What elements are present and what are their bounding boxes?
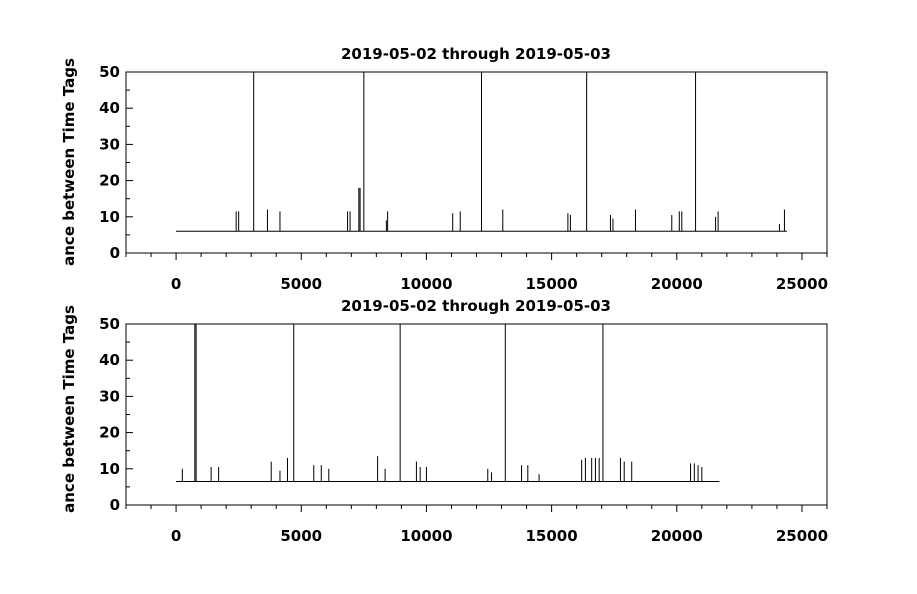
chart-title: 2019-05-02 through 2019-05-03	[341, 45, 611, 63]
x-tick-label: 0	[171, 527, 181, 545]
x-tick-label: 10000	[400, 275, 452, 293]
y-tick-label: 20	[99, 424, 120, 442]
x-tick-label: 25000	[776, 527, 828, 545]
x-tick-label: 15000	[526, 275, 578, 293]
x-tick-label: 5000	[280, 275, 322, 293]
plot-marks: 0 10 20 30 40 50 0 5000 10000 15000 20000 25000	[99, 315, 828, 545]
y-tick-label: 10	[99, 208, 120, 226]
y-tick-label: 0	[110, 496, 120, 514]
y-tick-label: 40	[99, 99, 120, 117]
chart-title: 2019-05-02 through 2019-05-03	[341, 297, 611, 315]
y-tick-label: 50	[99, 63, 120, 81]
chart-panel-bottom: 2019-05-02 through 2019-05-03 ance betwe…	[60, 297, 828, 545]
y-tick-label: 50	[99, 315, 120, 333]
x-tick-label: 25000	[776, 275, 828, 293]
chart-panel-top: 2019-05-02 through 2019-05-03 ance betwe…	[60, 45, 828, 293]
x-tick-label: 10000	[400, 527, 452, 545]
y-tick-label: 30	[99, 135, 120, 153]
y-tick-label: 30	[99, 387, 120, 405]
y-tick-label: 0	[110, 244, 120, 262]
y-tick-label: 10	[99, 460, 120, 478]
y-axis-label: ance between Time Tags	[60, 58, 78, 266]
y-tick-label: 40	[99, 351, 120, 369]
x-tick-label: 5000	[280, 527, 322, 545]
x-tick-label: 15000	[526, 527, 578, 545]
y-tick-label: 20	[99, 172, 120, 190]
x-tick-label: 20000	[651, 275, 703, 293]
plot-marks: 0 10 20 30 40 50 0 5000 10000 15000 20000 25000	[99, 63, 828, 293]
x-tick-label: 0	[171, 275, 181, 293]
plot-frame	[125, 71, 828, 254]
x-tick-label: 20000	[651, 527, 703, 545]
plot-frame	[125, 323, 828, 506]
y-axis-label: ance between Time Tags	[60, 305, 78, 513]
